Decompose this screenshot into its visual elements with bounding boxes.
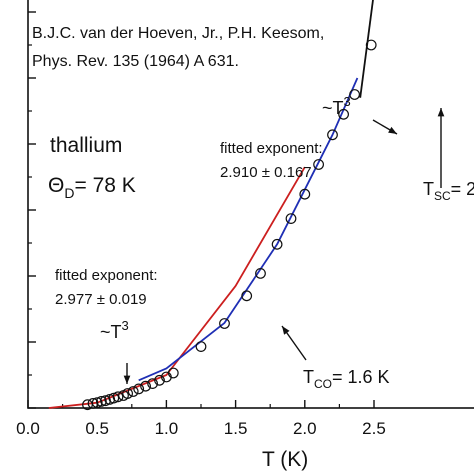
data-point xyxy=(255,268,266,279)
debye-symbol: Θ xyxy=(48,174,64,197)
fit-curve-2 xyxy=(48,166,306,409)
data-point xyxy=(271,238,283,250)
tco-label: TCO= 1.6 K xyxy=(303,367,390,391)
tsc-symbol: T xyxy=(423,179,434,199)
data-point xyxy=(140,380,152,392)
annotation-arrows xyxy=(123,108,445,384)
data-point xyxy=(299,188,311,200)
x-tick-label: 0.0 xyxy=(16,419,40,438)
debye-value: = 78 K xyxy=(74,174,135,197)
axes: 0.0 0.5 1.0 1.5 2.0 2.5 xyxy=(16,0,474,438)
tsc-value: = 2.3 xyxy=(451,179,474,199)
tco-value: = 1.6 K xyxy=(332,367,390,387)
data-point xyxy=(127,386,139,397)
data-point xyxy=(327,129,338,141)
data-point xyxy=(133,383,145,395)
x-tick-label: 1.5 xyxy=(224,419,248,438)
power-law-low-exponent: 3 xyxy=(122,318,129,333)
fit-curve-4 xyxy=(359,0,374,98)
data-point xyxy=(87,398,99,409)
arrow-power-law-high-head xyxy=(388,126,397,134)
data-point xyxy=(241,290,253,302)
x-axis-label: T (K) xyxy=(262,448,308,471)
fit-high-label: fitted exponent: xyxy=(220,140,323,157)
plot-frame xyxy=(27,0,474,409)
data-point xyxy=(365,39,377,51)
data-point xyxy=(95,396,107,407)
data-point xyxy=(112,391,124,403)
data-point xyxy=(349,89,361,100)
tsc-label: TSC= 2.3 xyxy=(423,179,474,203)
data-point xyxy=(154,374,165,386)
fit-high-value: 2.910 ± 0.167 xyxy=(220,164,312,181)
x-tick-label: 2.5 xyxy=(362,419,386,438)
tsc-subscript: SC xyxy=(434,189,451,203)
arrow-power-law-low-head xyxy=(123,375,131,384)
fit-curve-3 xyxy=(138,77,359,382)
tco-subscript: CO xyxy=(314,377,332,391)
data-point xyxy=(313,159,325,170)
material-label: thallium xyxy=(50,134,122,157)
debye-subscript: D xyxy=(64,185,74,201)
data-points xyxy=(82,39,377,411)
power-law-low-base: ~T xyxy=(100,322,122,342)
power-law-high-exponent: 3 xyxy=(344,94,351,109)
data-point xyxy=(122,388,133,399)
power-law-high-base: ~T xyxy=(322,98,344,118)
fit-curves xyxy=(48,0,374,409)
fit-low-value: 2.977 ± 0.019 xyxy=(55,291,147,308)
data-point xyxy=(285,213,297,225)
arrow-tco-head xyxy=(282,326,290,335)
citation-line-2: Phys. Rev. 135 (1964) A 631. xyxy=(32,53,239,70)
data-point xyxy=(195,341,207,353)
data-point xyxy=(108,392,120,404)
x-tick-label: 0.5 xyxy=(85,419,109,438)
data-point xyxy=(167,367,179,379)
fit-low-label: fitted exponent: xyxy=(55,267,158,284)
data-point xyxy=(338,108,350,120)
x-tick-label: 1.0 xyxy=(155,419,179,438)
debye-temperature: ΘD= 78 K xyxy=(48,174,136,201)
citation-line-1: B.J.C. van der Hoeven, Jr., P.H. Keesom, xyxy=(32,25,324,42)
data-point xyxy=(91,397,103,409)
power-law-high: ~T3 xyxy=(322,94,351,118)
x-tick-label: 2.0 xyxy=(293,419,317,438)
power-law-low: ~T3 xyxy=(100,318,129,342)
data-point xyxy=(147,378,159,390)
tco-symbol: T xyxy=(303,367,314,387)
data-point xyxy=(219,318,230,329)
arrow-tsc-head xyxy=(437,108,445,117)
